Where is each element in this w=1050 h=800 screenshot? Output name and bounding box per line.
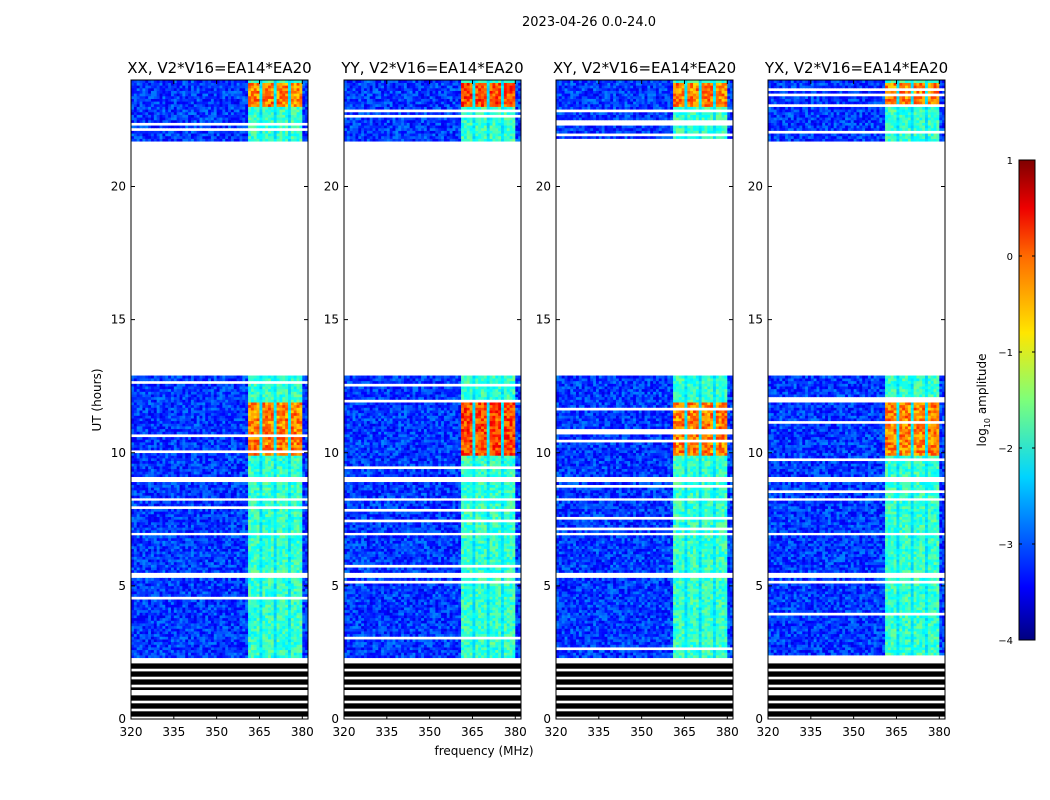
y-tick-label: 20 [111, 180, 126, 194]
x-tick-label: 320 [333, 725, 356, 739]
x-tick-label: 380 [716, 725, 739, 739]
y-tick-label: 0 [118, 712, 126, 726]
figure-suptitle: 2023-04-26 0.0-24.0 [522, 15, 656, 30]
y-tick-label: 15 [536, 313, 551, 327]
x-tick-label: 365 [461, 725, 484, 739]
y-tick-label: 10 [111, 446, 126, 460]
x-tick-label: 320 [120, 725, 143, 739]
colorbar: log10 amplitude 1 0 −1 −2 −3 −4 [975, 156, 1036, 647]
panels-group: XX, V2*V16=EA14*EA20 320 335 350 365 380 0 5 10 1… [111, 59, 951, 739]
panel-xx: XX, V2*V16=EA14*EA20 320 335 350 365 380 0 5 10 1… [111, 59, 314, 739]
y-tick-label: 20 [536, 180, 551, 194]
y-tick-label: 20 [748, 180, 763, 194]
x-axis-label: frequency (MHz) [434, 744, 533, 758]
colorbar-label: log10 amplitude [975, 354, 992, 447]
x-tick-label: 350 [205, 725, 228, 739]
heatmap-yy [344, 80, 521, 719]
y-tick-label: 20 [324, 180, 339, 194]
x-tick-label: 320 [757, 725, 780, 739]
colorbar-tick-label: −1 [998, 348, 1013, 359]
heatmap-yx [768, 80, 945, 719]
y-tick-label: 10 [536, 446, 551, 460]
colorbar-tick-label: −4 [998, 636, 1013, 647]
colorbar-gradient [1018, 159, 1036, 641]
panel-frame [767, 79, 946, 720]
y-tick-label: 0 [543, 712, 551, 726]
x-tick-label: 365 [885, 725, 908, 739]
x-tick-label: 365 [248, 725, 271, 739]
x-tick-label: 335 [162, 725, 185, 739]
x-tick-label: 380 [291, 725, 314, 739]
x-tick-label: 365 [673, 725, 696, 739]
y-tick-label: 5 [755, 579, 763, 593]
panel-title-xy: XY, V2*V16=EA14*EA20 [553, 59, 736, 77]
x-tick-label: 350 [630, 725, 653, 739]
panel-title-yx: YX, V2*V16=EA14*EA20 [764, 59, 948, 77]
panel-yx: YX, V2*V16=EA14*EA20 320 335 350 365 380 0 5 10 1… [748, 59, 951, 739]
y-tick-label: 0 [755, 712, 763, 726]
colorbar-tick-label: −3 [998, 540, 1013, 551]
y-tick-label: 0 [331, 712, 339, 726]
y-tick-label: 5 [543, 579, 551, 593]
y-tick-label: 5 [331, 579, 339, 593]
panel-yy: YY, V2*V16=EA14*EA20 320 335 350 365 380 0 5 10 1… [324, 59, 527, 739]
x-tick-label: 380 [504, 725, 527, 739]
x-tick-label: 335 [799, 725, 822, 739]
colorbar-tick-label: −2 [998, 444, 1013, 455]
heatmap-xy [556, 80, 733, 719]
x-tick-label: 350 [418, 725, 441, 739]
y-axis-label: UT (hours) [90, 368, 104, 431]
panel-frame [343, 79, 522, 720]
heatmap-xx [131, 80, 308, 719]
panel-title-yy: YY, V2*V16=EA14*EA20 [340, 59, 523, 77]
y-tick-label: 5 [118, 579, 126, 593]
colorbar-tick-label: 1 [1007, 156, 1013, 167]
x-tick-label: 335 [375, 725, 398, 739]
panel-xy: XY, V2*V16=EA14*EA20 320 335 350 365 380 0 5 10 1… [536, 59, 739, 739]
colorbar-ticks: 1 0 −1 −2 −3 −4 [998, 156, 1035, 647]
x-tick-label: 380 [928, 725, 951, 739]
panel-frame [555, 79, 734, 720]
colorbar-tick-label: 0 [1007, 252, 1013, 263]
panel-title-xx: XX, V2*V16=EA14*EA20 [127, 59, 311, 77]
y-tick-label: 15 [111, 313, 126, 327]
y-tick-label: 15 [324, 313, 339, 327]
x-tick-label: 350 [842, 725, 865, 739]
y-tick-label: 10 [748, 446, 763, 460]
panel-frame [130, 79, 309, 720]
x-tick-label: 320 [545, 725, 568, 739]
y-tick-label: 15 [748, 313, 763, 327]
y-tick-label: 10 [324, 446, 339, 460]
x-tick-label: 335 [587, 725, 610, 739]
